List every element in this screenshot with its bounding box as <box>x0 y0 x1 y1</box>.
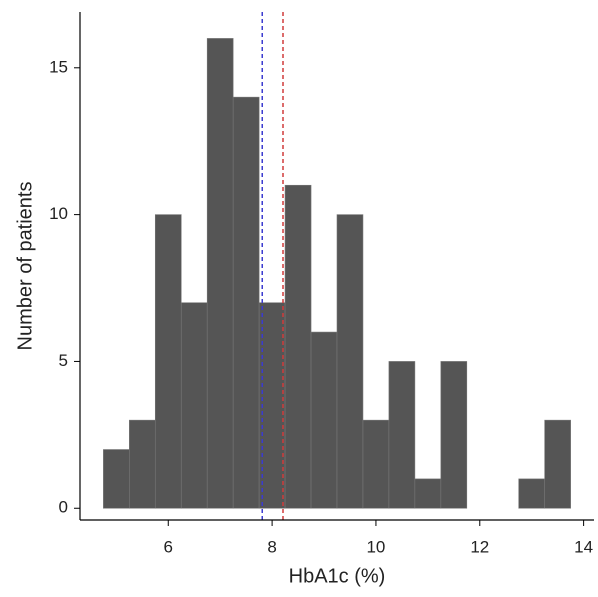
y-tick-label: 10 <box>49 204 68 223</box>
bar <box>544 419 571 509</box>
bar <box>336 214 364 509</box>
y-tick-label: 15 <box>49 57 68 76</box>
x-tick-label: 10 <box>366 537 385 556</box>
bar <box>129 419 156 509</box>
x-tick-label: 6 <box>164 537 173 556</box>
bar <box>232 96 260 509</box>
bar <box>414 478 442 509</box>
x-tick-label: 8 <box>267 537 276 556</box>
bar <box>258 302 286 509</box>
x-tick-label: 12 <box>470 537 489 556</box>
x-tick-label: 14 <box>574 537 593 556</box>
bar <box>206 38 234 509</box>
y-axis-title: Number of patients <box>14 182 36 351</box>
bar <box>284 184 312 509</box>
bar <box>180 302 208 509</box>
y-tick-label: 0 <box>59 498 68 517</box>
y-tick-label: 5 <box>59 351 68 370</box>
bar <box>310 331 338 509</box>
bar <box>518 478 545 509</box>
bar <box>440 361 468 509</box>
bar <box>362 419 390 509</box>
bar <box>154 214 182 509</box>
bar <box>388 361 416 509</box>
bar <box>103 449 130 509</box>
x-axis-title: HbA1c (%) <box>289 565 386 587</box>
